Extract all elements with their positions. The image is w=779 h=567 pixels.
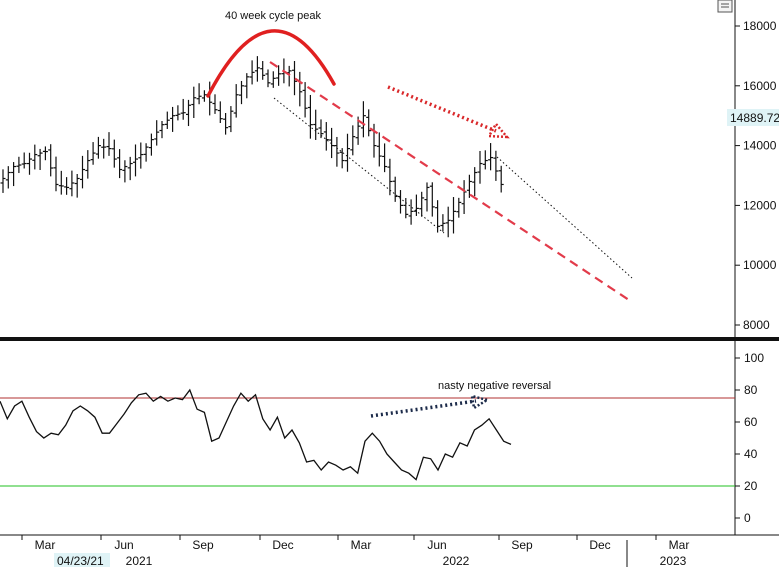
osc-tick-label: 40 — [744, 447, 758, 461]
price-tick-label: 8000 — [743, 318, 770, 332]
month-label: Sep — [192, 538, 214, 552]
month-label: Jun — [427, 538, 446, 552]
downside-arrow-head — [486, 121, 510, 139]
osc-tick-label: 20 — [744, 479, 758, 493]
year-label: 2021 — [126, 554, 153, 567]
downside-arrow-line — [387, 85, 497, 133]
last-price-label: 14889.72 — [730, 111, 779, 125]
month-label: Dec — [272, 538, 293, 552]
upper-channel-line — [496, 156, 633, 279]
date-badge-label: 04/23/21 — [57, 554, 104, 567]
month-label: Mar — [35, 538, 56, 552]
month-label: Jun — [114, 538, 133, 552]
month-label: Mar — [351, 538, 372, 552]
price-tick-label: 14000 — [743, 139, 777, 153]
month-label: Dec — [589, 538, 610, 552]
osc-tick-label: 60 — [744, 415, 758, 429]
last-price-badge: 14889.72 — [727, 109, 779, 126]
cycle-peak-arc — [206, 29, 336, 98]
price-tick-label: 16000 — [743, 79, 777, 93]
negative-reversal-annotation: nasty negative reversal — [438, 380, 551, 392]
price-tick-label: 12000 — [743, 198, 777, 212]
price-tick-label: 18000 — [743, 19, 777, 33]
price-tick-label: 10000 — [743, 258, 777, 272]
month-label: Mar — [669, 538, 690, 552]
pane-divider[interactable] — [0, 337, 779, 341]
lower-channel-line — [273, 97, 445, 234]
date-badge: 04/23/21 — [54, 553, 110, 567]
oscillator-line — [0, 388, 512, 481]
year-label: 2023 — [660, 554, 687, 567]
month-label: Sep — [511, 538, 533, 552]
reversal-arrow-line — [370, 399, 477, 418]
year-label: 2022 — [443, 554, 470, 567]
osc-tick-label: 100 — [744, 351, 764, 365]
osc-tick-label: 80 — [744, 383, 758, 397]
osc-tick-label: 0 — [744, 511, 751, 525]
scroll-icon[interactable] — [717, 0, 733, 13]
cycle-peak-annotation: 40 week cycle peak — [225, 10, 321, 22]
red-downtrend-line — [269, 61, 633, 303]
reversal-arrow-head — [470, 394, 491, 411]
